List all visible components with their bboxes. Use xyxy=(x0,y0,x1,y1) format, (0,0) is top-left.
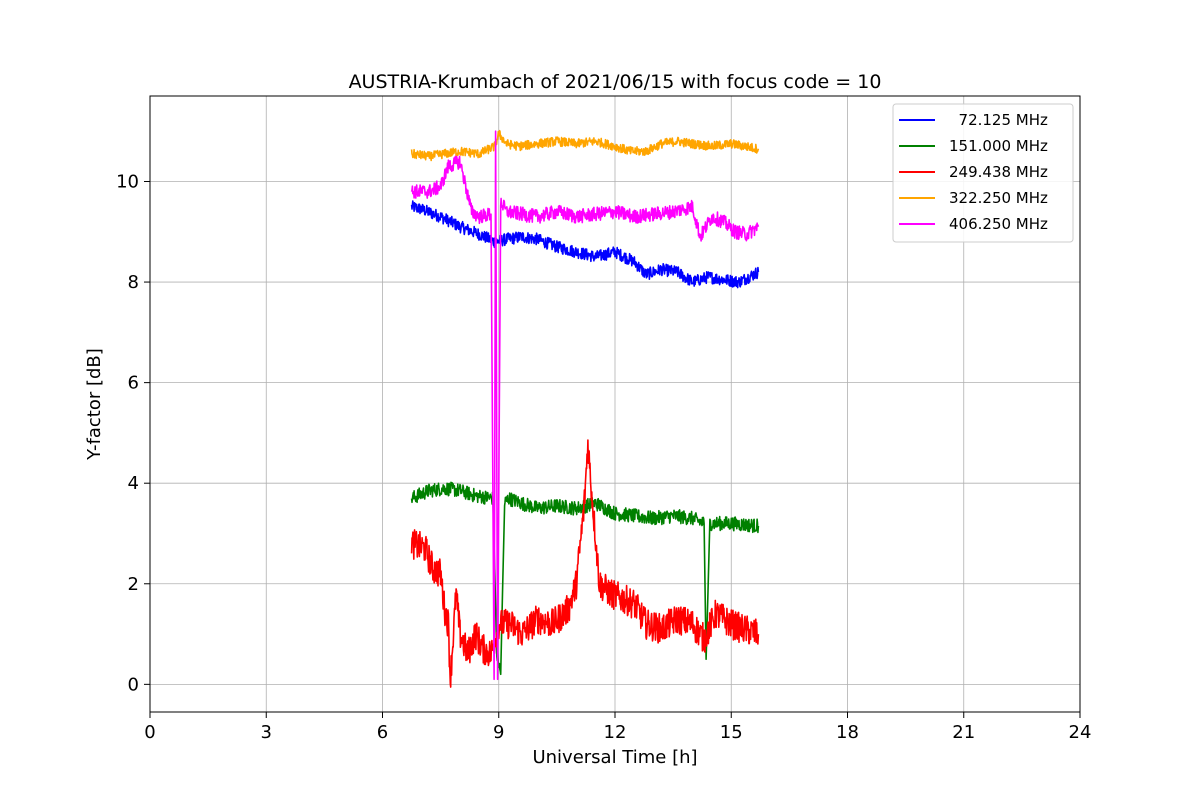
legend-label: 249.438 MHz xyxy=(949,163,1048,181)
series-line-0 xyxy=(410,200,760,289)
x-tick-label: 15 xyxy=(720,722,743,743)
x-tick-label: 21 xyxy=(952,722,975,743)
legend-label: 72.125 MHz xyxy=(949,111,1048,129)
series-line-3 xyxy=(410,129,760,162)
legend-label: 406.250 MHz xyxy=(949,215,1048,233)
x-tick-label: 12 xyxy=(604,722,627,743)
legend-label: 151.000 MHz xyxy=(949,137,1048,155)
legend-label: 322.250 MHz xyxy=(949,189,1048,207)
x-tick-label: 24 xyxy=(1069,722,1092,743)
series-lines xyxy=(410,129,760,688)
x-tick-label: 0 xyxy=(144,722,155,743)
x-axis-title: Universal Time [h] xyxy=(532,747,697,768)
y-tick-label: 4 xyxy=(128,473,139,494)
y-tick-label: 6 xyxy=(128,373,139,394)
legend-box xyxy=(892,103,1074,243)
x-tick-label: 9 xyxy=(493,722,504,743)
y-tick-label: 2 xyxy=(128,574,139,595)
y-tick-label: 10 xyxy=(116,171,139,192)
series-line-1 xyxy=(410,481,760,676)
y-tick-label: 8 xyxy=(128,272,139,293)
x-tick-label: 3 xyxy=(261,722,272,743)
chart-title: AUSTRIA-Krumbach of 2021/06/15 with focu… xyxy=(349,71,882,93)
series-line-4 xyxy=(410,130,760,681)
x-tick-label: 6 xyxy=(377,722,388,743)
y-tick-label: 0 xyxy=(128,674,139,695)
series-line-2 xyxy=(410,439,760,688)
y-axis-title: Y-factor [dB] xyxy=(84,348,105,461)
x-tick-label: 18 xyxy=(836,722,859,743)
legend: 72.125 MHz 151.000 MHz 249.438 MHz 322.250 … xyxy=(892,103,1074,243)
